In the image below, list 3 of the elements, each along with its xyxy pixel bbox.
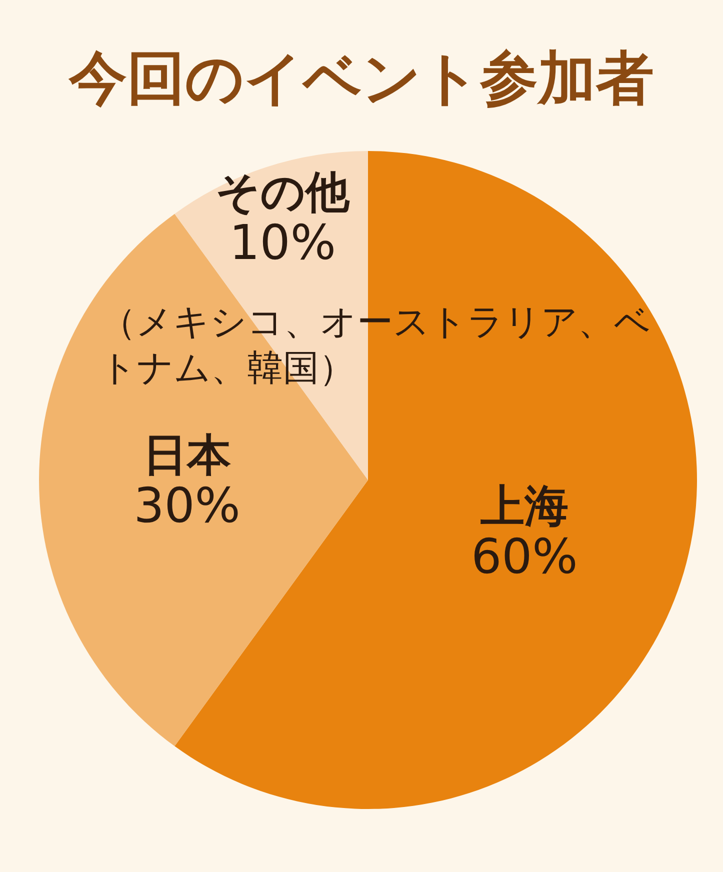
chart-title: 今回のイベント参加者 <box>68 43 655 114</box>
slice-label: 日本 <box>143 430 232 481</box>
data-label: 30% <box>134 478 240 534</box>
